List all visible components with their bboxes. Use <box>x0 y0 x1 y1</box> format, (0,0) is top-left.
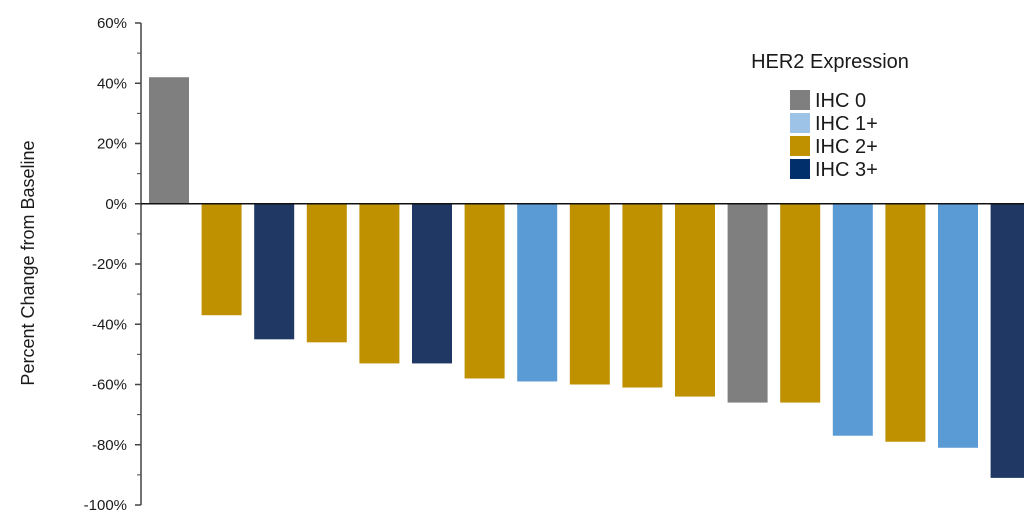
bars <box>149 77 1024 478</box>
bar <box>517 203 558 382</box>
legend-swatch <box>790 159 810 179</box>
y-tick-label: 60% <box>97 15 127 32</box>
bar <box>990 203 1024 478</box>
y-tick-label: -40% <box>92 316 127 333</box>
bar <box>412 203 452 364</box>
legend-label: IHC 2+ <box>815 136 878 158</box>
y-tick-label: -20% <box>92 256 127 273</box>
bar <box>149 77 189 204</box>
y-tick-label: -60% <box>92 377 127 394</box>
legend-label: IHC 0 <box>815 90 866 112</box>
bar <box>675 203 715 397</box>
bar <box>622 203 663 388</box>
legend-swatch <box>790 90 810 110</box>
bar <box>306 203 347 343</box>
y-tick-label: 40% <box>97 75 127 92</box>
bar <box>254 203 295 340</box>
legend-swatch <box>790 113 810 133</box>
y-tick-label: 20% <box>97 136 127 153</box>
bar <box>727 203 768 403</box>
bar <box>885 203 926 442</box>
bar <box>464 203 505 379</box>
legend-title: HER2 Expression <box>751 51 909 73</box>
y-axis-ticks: 60% 40% 20% 0% -20% -40% -60% -80% -100% <box>84 15 141 511</box>
legend-swatch <box>790 136 810 156</box>
y-axis-label: Percent Change from Baseline <box>18 140 38 385</box>
y-tick-label: -80% <box>92 437 127 454</box>
bar <box>201 203 242 316</box>
bar <box>938 203 978 448</box>
y-tick-label: -100% <box>84 497 127 511</box>
bar <box>780 203 821 403</box>
bar <box>569 203 610 385</box>
bar <box>832 203 873 436</box>
y-tick-label: 0% <box>105 196 127 213</box>
bar <box>359 203 400 364</box>
legend-label: IHC 3+ <box>815 159 878 181</box>
legend-label: IHC 1+ <box>815 113 878 135</box>
